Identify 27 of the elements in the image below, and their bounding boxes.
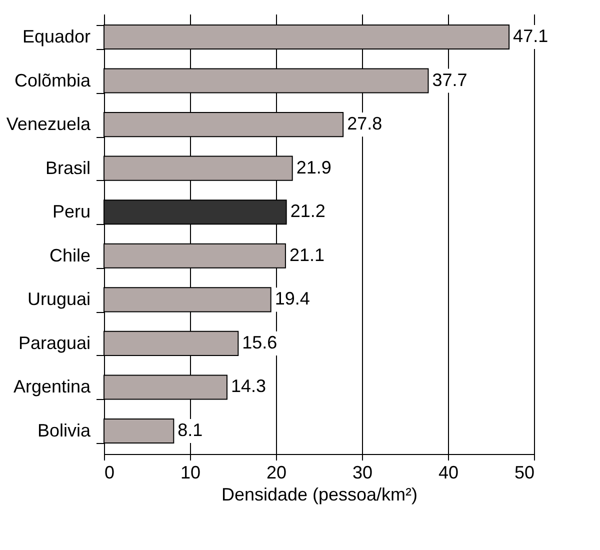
x-tick-label: 40 — [438, 462, 459, 482]
y-tick-label: Colõmbia — [14, 70, 92, 90]
data-label: 37.7 — [432, 70, 468, 90]
x-tick-label: 50 — [514, 462, 534, 482]
x-tick-label: 20 — [266, 462, 287, 482]
y-tick-label: Venezuela — [6, 114, 92, 134]
data-label: 8.1 — [178, 420, 203, 440]
data-label: 21.2 — [290, 201, 326, 222]
x-tick-label: 10 — [180, 462, 201, 482]
data-label: 14.3 — [230, 376, 266, 396]
y-tick-label: Chile — [49, 245, 90, 266]
y-tick-label: Paraguai — [18, 332, 90, 353]
y-tick-label: Uruguai — [27, 289, 90, 310]
y-tick-label: Bolivia — [37, 420, 92, 441]
y-tick-label: Equador — [22, 26, 90, 46]
data-label: 21.9 — [296, 157, 332, 178]
data-label: 15.6 — [242, 332, 278, 352]
x-tick-label: 0 — [104, 462, 115, 482]
data-label: 47.1 — [513, 26, 548, 46]
data-label: 27.8 — [347, 114, 382, 134]
y-tick-label: Argentina — [13, 376, 92, 397]
data-label: 21.1 — [289, 244, 325, 265]
data-label: 19.4 — [274, 288, 310, 309]
y-tick-label: Peru — [52, 202, 90, 222]
x-axis-title: Densidade (pessoa/km²) — [221, 484, 418, 504]
x-tick-label: 30 — [352, 462, 373, 482]
y-tick-label: Brasil — [45, 158, 90, 178]
